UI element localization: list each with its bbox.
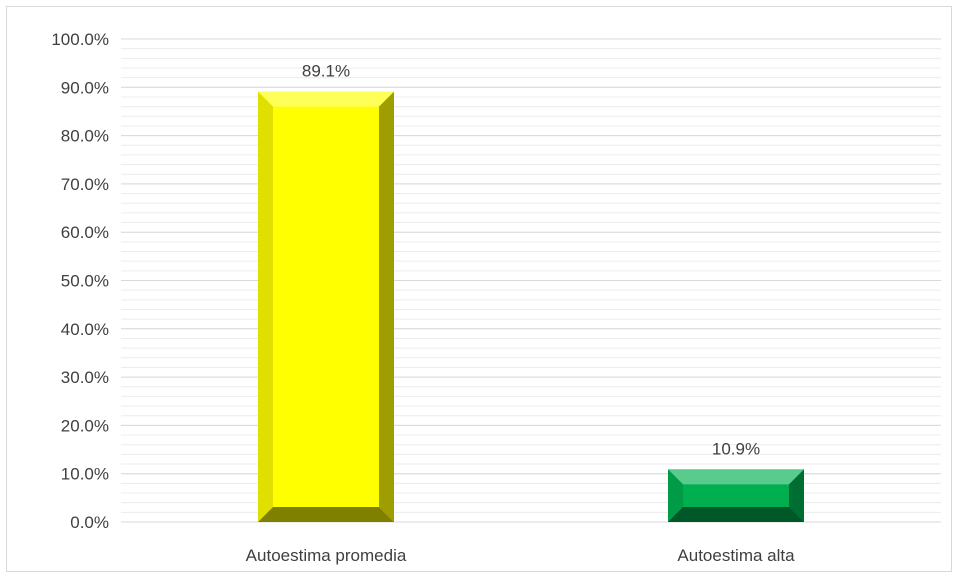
y-tick-label: 20.0% (61, 416, 109, 435)
chart-area: 0.0% 10.0% 20.0% 30.0% 40.0% 50.0% 60.0% 70.0% 8… (6, 6, 952, 572)
bar-bevel-top (668, 469, 804, 485)
y-tick-label: 40.0% (61, 320, 109, 339)
y-axis-tick-labels: 0.0% 10.0% 20.0% 30.0% 40.0% 50.0% 60.0% 70.0% 8… (51, 30, 109, 532)
bar (258, 91, 394, 522)
y-tick-label: 30.0% (61, 368, 109, 387)
bars (258, 91, 804, 522)
bar-chart: 0.0% 10.0% 20.0% 30.0% 40.0% 50.0% 60.0% 70.0% 8… (51, 30, 941, 565)
y-tick-label: 70.0% (61, 175, 109, 194)
y-tick-label: 100.0% (51, 30, 109, 49)
bar-data-label: 10.9% (712, 439, 760, 458)
bar-bevel-left (258, 91, 273, 522)
x-axis-category-labels: Autoestima promedia Autoestima alta (246, 546, 795, 565)
bar-bevel-top (258, 91, 394, 107)
y-tick-label: 80.0% (61, 127, 109, 146)
bar-bevel-left (668, 469, 683, 522)
y-tick-label: 60.0% (61, 223, 109, 242)
bar (668, 469, 804, 522)
gridlines (121, 38, 941, 523)
data-labels: 89.1% 10.9% (302, 62, 760, 459)
y-tick-label: 0.0% (70, 513, 109, 532)
bar-bevel-bottom (258, 507, 394, 522)
bar-bevel-bottom (668, 507, 804, 522)
category-label: Autoestima promedia (246, 546, 407, 565)
bar-face (258, 91, 394, 522)
bar-bevel-right (379, 91, 394, 522)
y-tick-label: 50.0% (61, 272, 109, 291)
category-label: Autoestima alta (677, 546, 795, 565)
bar-bevel-right (789, 469, 804, 522)
y-tick-label: 90.0% (61, 78, 109, 97)
bar-data-label: 89.1% (302, 62, 350, 81)
y-tick-label: 10.0% (61, 465, 109, 484)
